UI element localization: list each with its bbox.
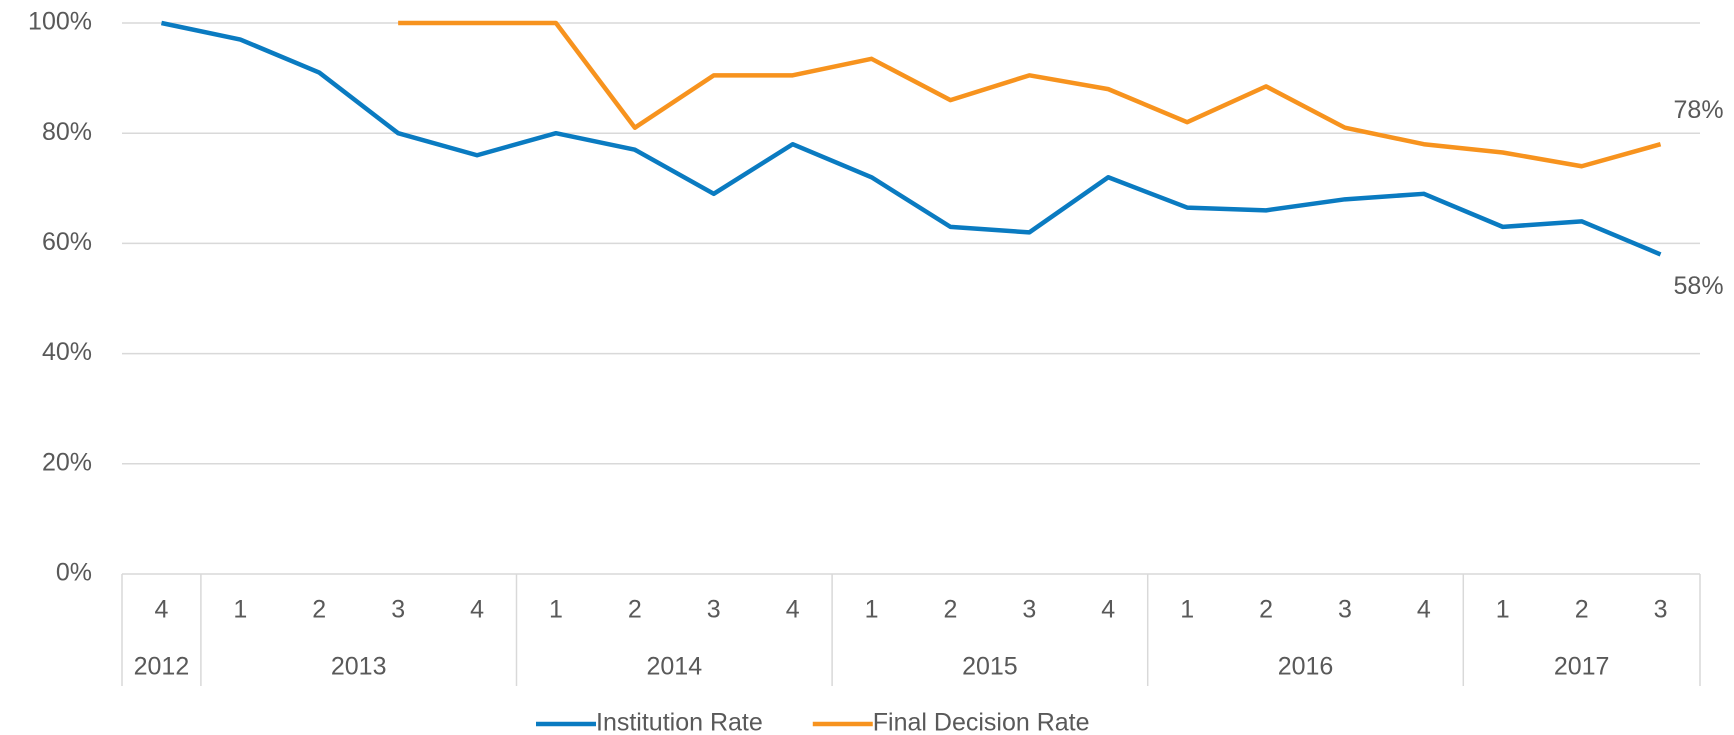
x-group-label: 2017 [1554, 653, 1610, 681]
x-group-label: 2016 [1278, 653, 1334, 681]
x-tick-label: 2 [628, 596, 642, 624]
x-tick-label: 1 [865, 596, 879, 624]
x-tick-label: 4 [786, 596, 800, 624]
x-tick-label: 1 [233, 596, 247, 624]
x-tick-label: 3 [1338, 596, 1352, 624]
data-label: 78% [1674, 96, 1724, 124]
x-tick-label: 3 [1022, 596, 1036, 624]
y-tick-label: 0% [56, 559, 92, 587]
x-group-label: 2014 [646, 653, 702, 681]
x-group-label: 2013 [331, 653, 387, 681]
x-group-label: 2012 [134, 653, 190, 681]
y-tick-label: 60% [42, 228, 92, 256]
x-tick-label: 3 [1654, 596, 1668, 624]
x-tick-label: 4 [154, 596, 168, 624]
legend-label: Final Decision Rate [873, 709, 1090, 735]
y-tick-label: 40% [42, 338, 92, 366]
x-tick-label: 3 [391, 596, 405, 624]
x-tick-label: 2 [312, 596, 326, 624]
x-tick-label: 1 [1180, 596, 1194, 624]
y-tick-label: 100% [28, 8, 92, 36]
y-tick-label: 80% [42, 118, 92, 146]
x-tick-label: 1 [1496, 596, 1510, 624]
series-line [160, 20, 1662, 257]
x-tick-label: 4 [1101, 596, 1115, 624]
x-tick-label: 1 [549, 596, 563, 624]
legend-label: Institution Rate [596, 709, 763, 735]
y-tick-label: 20% [42, 448, 92, 476]
x-tick-label: 2 [943, 596, 957, 624]
x-tick-label: 2 [1259, 596, 1273, 624]
x-tick-label: 2 [1575, 596, 1589, 624]
x-tick-label: 3 [707, 596, 721, 624]
data-label: 58% [1674, 272, 1724, 300]
series-line [398, 20, 1662, 169]
x-group-label: 2015 [962, 653, 1018, 681]
x-tick-label: 4 [1417, 596, 1431, 624]
x-tick-label: 4 [470, 596, 484, 624]
